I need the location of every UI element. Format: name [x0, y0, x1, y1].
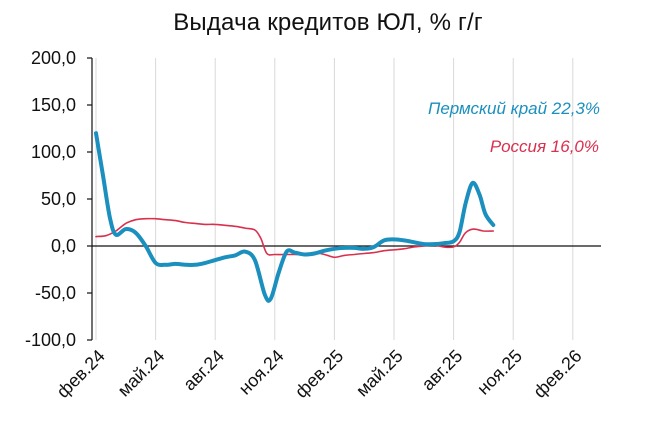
- y-tick-label: 100,0: [31, 142, 76, 162]
- x-tick-label: фев.24: [53, 346, 109, 402]
- x-tick-label: май.25: [352, 346, 407, 401]
- series-line-perm: [94, 131, 496, 303]
- x-tick-label: авг.24: [179, 346, 228, 395]
- x-tick-label: ноя.24: [235, 346, 288, 399]
- y-tick-label: 50,0: [41, 189, 76, 209]
- grid-layer: [95, 58, 574, 340]
- annotation-perm: Пермский край 22,3%: [428, 99, 600, 118]
- x-tick-label: ноя.25: [473, 346, 526, 399]
- series-layer: [94, 131, 496, 303]
- y-tick-label: -50,0: [35, 283, 76, 303]
- x-tick-label: фев.25: [291, 346, 347, 402]
- annotation-russia: Россия 16,0%: [490, 137, 599, 156]
- y-tick-label: 0,0: [51, 236, 76, 256]
- chart-title: Выдача кредитов ЮЛ, % г/г: [173, 9, 483, 36]
- x-tick-label: май.24: [114, 346, 169, 401]
- y-tick-label: -100,0: [25, 330, 76, 350]
- y-tick-label: 200,0: [31, 48, 76, 68]
- y-tick-label: 150,0: [31, 95, 76, 115]
- x-tick-label: авг.25: [418, 346, 467, 395]
- x-tick-label: фев.26: [529, 346, 585, 402]
